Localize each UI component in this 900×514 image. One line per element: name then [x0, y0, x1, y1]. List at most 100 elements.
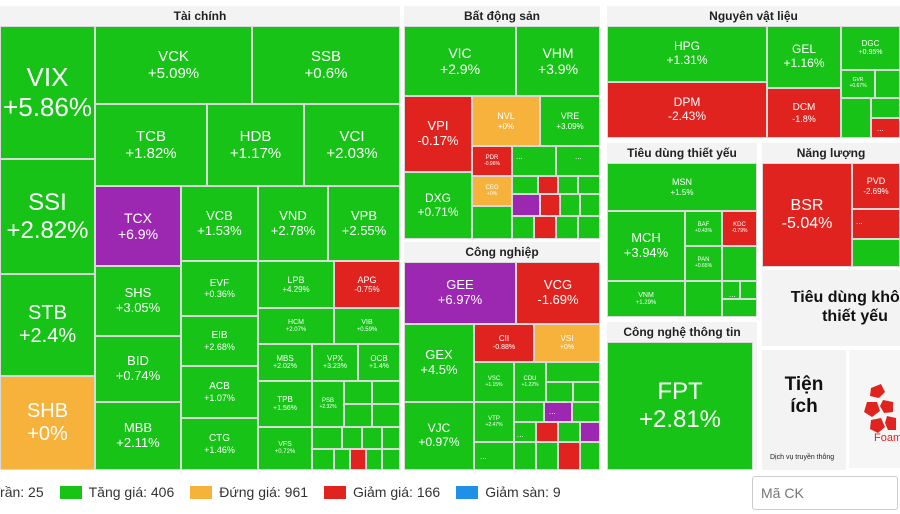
stock-tile-mch[interactable]: MCH +3.94%	[607, 211, 685, 281]
stock-tile-small[interactable]	[474, 442, 514, 470]
stock-tile-tcx[interactable]: TCX +6.9%	[95, 186, 181, 266]
stock-tile-small[interactable]	[871, 118, 900, 138]
stock-tile-vfs[interactable]: VFS +0.72%	[258, 427, 312, 470]
stock-tile-pan[interactable]: PAN +0.65%	[685, 246, 722, 281]
stock-tile-small[interactable]	[344, 381, 372, 404]
stock-tile-apg[interactable]: APG -0.75%	[334, 261, 400, 308]
stock-tile-vnm[interactable]: VNM +1.29%	[607, 281, 685, 317]
stock-tile-small[interactable]	[342, 427, 362, 449]
stock-tile-dpm[interactable]: DPM -2.43%	[607, 82, 767, 138]
stock-tile-nvl[interactable]: NVL +0%	[472, 96, 540, 146]
stock-tile-bsr[interactable]: BSR -5.04%	[762, 163, 852, 267]
stock-tile-small[interactable]	[514, 402, 544, 422]
stock-tile-small[interactable]	[546, 362, 600, 382]
stock-tile-vic[interactable]: VIC +2.9%	[404, 26, 516, 96]
stock-tile-small[interactable]	[350, 449, 366, 470]
stock-tile-shb[interactable]: SHB +0%	[0, 376, 95, 470]
stock-tile-small[interactable]	[852, 239, 900, 267]
stock-tile-small[interactable]	[572, 402, 600, 422]
stock-tile-ssb[interactable]: SSB +0.6%	[252, 26, 400, 104]
stock-tile-dgc[interactable]: DGC +0.95%	[841, 26, 900, 70]
stock-tile-small[interactable]	[558, 422, 580, 442]
stock-tile-eib[interactable]: EIB +2.68%	[181, 316, 258, 366]
stock-tile-small[interactable]	[852, 209, 900, 239]
stock-tile-small[interactable]	[512, 176, 538, 194]
stock-tile-small[interactable]	[534, 216, 556, 239]
stock-tile-vtp[interactable]: VTP +2.47%	[474, 402, 514, 442]
stock-tile-small[interactable]	[722, 299, 757, 317]
stock-tile-lpb[interactable]: LPB +4.29%	[258, 261, 334, 308]
stock-tile-small[interactable]	[372, 381, 400, 404]
stock-tile-gex[interactable]: GEX +4.5%	[404, 324, 474, 402]
stock-tile-small[interactable]	[382, 427, 400, 449]
stock-tile-vcb[interactable]: VCB +1.53%	[181, 186, 258, 261]
stock-tile-psb[interactable]: PSB +2.32%	[312, 381, 344, 427]
stock-tile-small[interactable]	[580, 442, 600, 470]
stock-tile-small[interactable]	[512, 146, 556, 176]
stock-tile-mbs[interactable]: MBS +2.02%	[258, 344, 312, 381]
stock-tile-small[interactable]	[580, 422, 600, 442]
stock-tile-cdu[interactable]: CDU +1.22%	[514, 362, 546, 402]
stock-tile-hpg[interactable]: HPG +1.31%	[607, 26, 767, 82]
stock-tile-small[interactable]	[558, 442, 580, 470]
stock-tile-small[interactable]	[382, 449, 400, 470]
stock-tile-kdc[interactable]: KDC -0.79%	[722, 211, 757, 246]
stock-tile-small[interactable]	[556, 216, 578, 239]
stock-tile-small[interactable]	[472, 206, 512, 239]
stock-search-input[interactable]	[752, 476, 898, 510]
stock-tile-vck[interactable]: VCK +5.09%	[95, 26, 252, 104]
stock-tile-dcm[interactable]: DCM -1.8%	[767, 88, 841, 138]
stock-tile-small[interactable]	[512, 216, 534, 239]
stock-tile-mbb[interactable]: MBB +2.11%	[95, 402, 181, 470]
stock-tile-small[interactable]	[514, 422, 536, 442]
stock-tile-small[interactable]	[536, 442, 558, 470]
stock-tile-tcb[interactable]: TCB +1.82%	[95, 104, 207, 186]
stock-tile-small[interactable]	[560, 194, 580, 216]
stock-tile-vix[interactable]: VIX +5.86%	[0, 26, 95, 159]
stock-tile-vre[interactable]: VRE +3.09%	[540, 96, 600, 146]
stock-tile-vpb[interactable]: VPB +2.55%	[328, 186, 400, 261]
stock-tile-small[interactable]	[722, 246, 757, 281]
stock-tile-vhm[interactable]: VHM +3.9%	[516, 26, 600, 96]
stock-tile-pvd[interactable]: PVD -2.69%	[852, 163, 900, 209]
stock-tile-small[interactable]	[362, 427, 382, 449]
stock-tile-fpt[interactable]: FPT +2.81%	[607, 342, 753, 470]
stock-tile-small[interactable]	[544, 402, 572, 422]
stock-tile-small[interactable]	[722, 281, 740, 299]
stock-tile-vpx[interactable]: VPX +3.23%	[312, 344, 358, 381]
stock-tile-small[interactable]	[312, 427, 342, 449]
stock-tile-small[interactable]	[344, 404, 372, 427]
stock-tile-small[interactable]	[558, 176, 578, 194]
stock-tile-vcg[interactable]: VCG -1.69%	[516, 262, 600, 324]
stock-tile-small[interactable]	[578, 176, 600, 194]
stock-tile-small[interactable]	[540, 194, 560, 216]
stock-tile-vjc[interactable]: VJC +0.97%	[404, 402, 474, 470]
stock-tile-small[interactable]	[871, 98, 900, 118]
stock-tile-small[interactable]	[334, 449, 350, 470]
stock-tile-ceo[interactable]: CEO +0%	[472, 176, 512, 206]
stock-tile-vci[interactable]: VCI +2.03%	[304, 104, 400, 186]
stock-tile-ctg[interactable]: CTG +1.46%	[181, 418, 258, 470]
stock-tile-ssi[interactable]: SSI +2.82%	[0, 159, 95, 274]
stock-tile-baf[interactable]: BAF +0.43%	[685, 211, 722, 246]
stock-tile-vib[interactable]: VIB +0.59%	[334, 308, 400, 344]
stock-tile-gel[interactable]: GEL +1.16%	[767, 26, 841, 88]
stock-tile-hcm[interactable]: HCM +2.07%	[258, 308, 334, 344]
stock-tile-small[interactable]	[556, 146, 600, 176]
stock-tile-pdr[interactable]: PDR -0.96%	[472, 146, 512, 176]
stock-tile-gee[interactable]: GEE +6.97%	[404, 262, 516, 324]
stock-tile-small[interactable]	[372, 404, 400, 427]
stock-tile-gvr[interactable]: GVR +0.67%	[841, 70, 875, 98]
stock-tile-cii[interactable]: CII -0.88%	[474, 324, 534, 362]
stock-tile-vsi[interactable]: VSI +0%	[534, 324, 600, 362]
stock-tile-small[interactable]	[573, 382, 600, 402]
stock-tile-msn[interactable]: MSN +1.5%	[607, 163, 757, 211]
stock-tile-small[interactable]	[685, 281, 722, 317]
stock-tile-vpi[interactable]: VPI -0.17%	[404, 96, 472, 172]
stock-tile-tpb[interactable]: TPB +1.56%	[258, 381, 312, 427]
stock-tile-small[interactable]	[875, 70, 900, 98]
stock-tile-evf[interactable]: EVF +0.36%	[181, 261, 258, 316]
stock-tile-small[interactable]	[536, 422, 558, 442]
stock-tile-small[interactable]	[514, 442, 536, 470]
stock-tile-vsc[interactable]: VSC +1.15%	[474, 362, 514, 402]
